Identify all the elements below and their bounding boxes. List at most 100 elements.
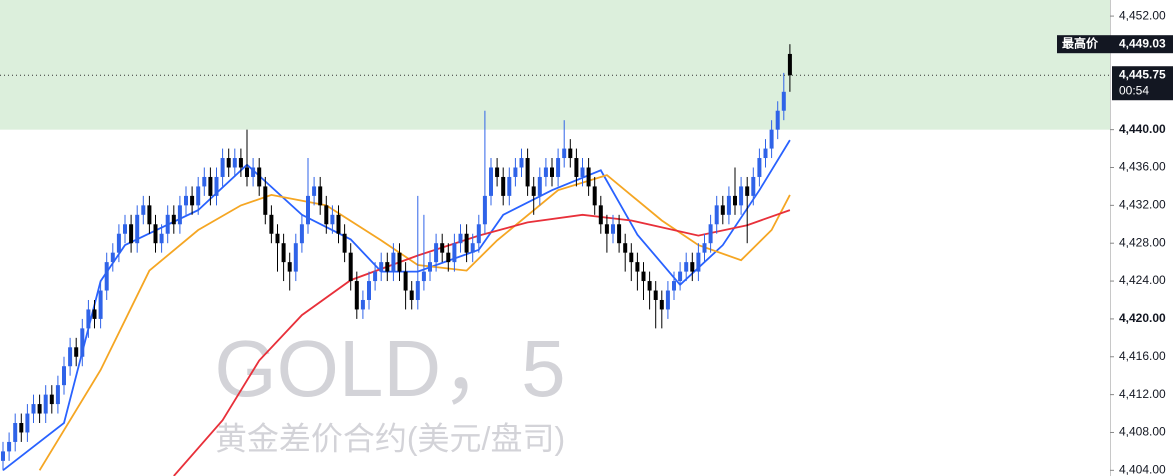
candle-body [385,262,390,272]
y-tick-label: 4,424.00 [1119,273,1166,287]
candle-body [348,252,353,282]
candle-body [190,195,195,206]
candle-body [531,186,536,196]
y-tick-label: 4,416.00 [1119,349,1166,363]
candle-body [501,176,506,196]
y-tick-label: 4,408.00 [1119,425,1166,439]
candle-body [312,186,317,196]
candle-body [690,262,695,272]
candle-body [714,205,719,225]
candle-body [171,214,176,225]
candle-body [684,262,689,272]
candle-body [110,252,115,263]
candle-body [672,281,676,291]
candle-body [55,385,60,405]
high-marker-label: 4,449.03 [1119,36,1166,50]
candle-body [403,271,408,291]
candle-body [220,158,225,177]
watermark-subtitle: 黄金差价合约(美元/盘司) [215,420,565,456]
candle-body [299,224,304,244]
candle-body [592,186,597,206]
candle-body [568,148,573,159]
candle-body [489,167,493,196]
candle-body [232,158,237,168]
y-tick-label: 4,452.00 [1119,8,1166,22]
candle-body [629,252,634,263]
candle-body [196,186,201,206]
candle-body [720,205,725,215]
candle-body [647,281,652,291]
candle-body [428,262,432,272]
candle-body [696,252,701,272]
candle-body [470,243,475,253]
candle-body [787,53,792,76]
candle-body [665,290,670,310]
candle-body [421,271,426,282]
candle-body [245,167,249,177]
candle-body [586,167,591,187]
y-tick-label: 4,440.00 [1119,122,1166,136]
candle-body [745,186,750,196]
candle-body [458,233,463,244]
candle-body [391,252,396,272]
candle-body [739,186,744,206]
candle-body [617,224,622,244]
candle-body [678,271,683,282]
candle-body [324,205,329,225]
candle-body [482,195,487,225]
candle-body [446,252,451,263]
candle-body [525,158,530,187]
candle-body [434,243,439,263]
candle-body [635,262,640,272]
candle-body [281,243,286,263]
candle-body [452,243,457,263]
candle-body [226,158,231,168]
candle-body [373,271,378,282]
candle-body [367,281,371,300]
candle-body [476,224,481,244]
candle-body [757,158,762,177]
candle-body [68,347,73,367]
y-tick-label: 4,404.00 [1119,462,1166,476]
candle-body [43,394,48,414]
candle-body [31,404,36,414]
candle-body [726,195,731,215]
candle-body [306,195,310,225]
candle-body [19,423,24,433]
candle-body [623,243,628,253]
highlight-zone [0,0,1110,130]
candle-body [611,224,615,234]
candle-body [1,451,5,461]
y-tick-label: 4,436.00 [1119,160,1166,174]
candle-body [519,158,524,168]
candle-body [342,233,347,253]
high-marker-text: 最高价 [1062,35,1099,50]
y-tick-label: 4,420.00 [1119,311,1166,325]
candle-body [287,262,292,272]
candle-body [781,91,786,111]
candle-body [153,224,158,244]
candle-body [251,167,256,177]
candle-body [147,205,152,225]
candle-body [775,110,780,130]
countdown-label: 00:54 [1119,83,1149,97]
candle-body [293,243,298,272]
candle-body [507,176,512,196]
candle-body [550,167,554,177]
candle-body [415,281,420,300]
candle-body [495,167,500,177]
candle-body [379,262,384,272]
candle-body [263,186,268,215]
candle-body [141,205,146,215]
y-tick-label: 4,428.00 [1119,235,1166,249]
candle-body [7,441,12,452]
candle-body [318,186,323,206]
candle-body [360,299,365,310]
candle-body [708,224,713,244]
candle-body [537,176,542,196]
candle-body [104,262,109,291]
candle-body [257,167,262,187]
candle-body [202,176,207,187]
candle-body [135,214,140,244]
